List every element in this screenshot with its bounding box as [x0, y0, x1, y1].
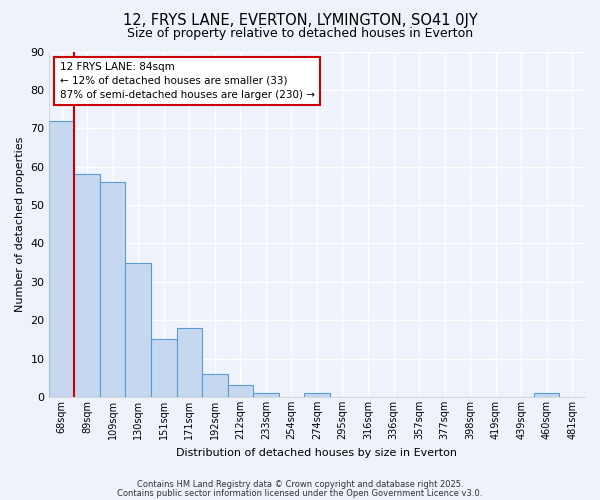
- Bar: [202, 374, 227, 397]
- Text: Contains public sector information licensed under the Open Government Licence v3: Contains public sector information licen…: [118, 488, 482, 498]
- X-axis label: Distribution of detached houses by size in Everton: Distribution of detached houses by size …: [176, 448, 457, 458]
- Bar: [227, 386, 253, 397]
- Bar: [49, 120, 74, 397]
- Bar: [100, 182, 125, 397]
- Text: Contains HM Land Registry data © Crown copyright and database right 2025.: Contains HM Land Registry data © Crown c…: [137, 480, 463, 489]
- Y-axis label: Number of detached properties: Number of detached properties: [15, 136, 25, 312]
- Bar: [125, 262, 151, 397]
- Text: Size of property relative to detached houses in Everton: Size of property relative to detached ho…: [127, 28, 473, 40]
- Text: 12 FRYS LANE: 84sqm
← 12% of detached houses are smaller (33)
87% of semi-detach: 12 FRYS LANE: 84sqm ← 12% of detached ho…: [59, 62, 314, 100]
- Text: 12, FRYS LANE, EVERTON, LYMINGTON, SO41 0JY: 12, FRYS LANE, EVERTON, LYMINGTON, SO41 …: [122, 12, 478, 28]
- Bar: [253, 393, 278, 397]
- Bar: [74, 174, 100, 397]
- Bar: [176, 328, 202, 397]
- Bar: [151, 340, 176, 397]
- Bar: [534, 393, 559, 397]
- Bar: [304, 393, 329, 397]
